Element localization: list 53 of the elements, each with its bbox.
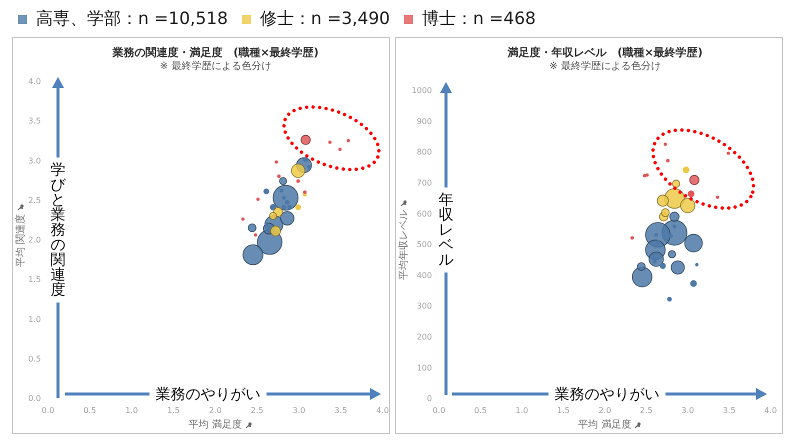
legend-label: 高専、学部：n =10,518: [36, 9, 228, 30]
legend-label: 修士：n =3,490: [260, 9, 390, 30]
x-tick-label: 2.0: [208, 406, 222, 415]
y-tick-label: 1000: [412, 86, 432, 96]
text: 学びと業務の関連度: [50, 160, 66, 298]
x-tick-label: 0.5: [83, 406, 96, 415]
x-tick-label: 2.5: [640, 406, 653, 415]
x-tick-label: 0.0: [42, 406, 54, 415]
legend-label: 博士：n =468: [422, 9, 536, 30]
y-tick-label: 0: [426, 394, 432, 404]
annotation: 年収レベル: [438, 190, 454, 268]
x-tick-label: 3.5: [722, 406, 736, 415]
y-tick-label: 100: [416, 363, 432, 372]
x-tick-label: 1.5: [556, 406, 570, 415]
y-tick-label: 500: [416, 240, 432, 250]
y-tick-label: 600: [416, 209, 432, 218]
y-tick-label: 3.0: [28, 156, 41, 166]
y-tick-label: 0.5: [28, 354, 41, 364]
chart-subtitle: ※ 最終学歴による色分け: [160, 61, 272, 72]
annotation: 業務のやりがい: [554, 385, 660, 403]
y-tick-label: 200: [416, 332, 432, 342]
y-tick-label: 400: [416, 270, 432, 280]
x-tick-label: 0.5: [474, 406, 487, 415]
chart-title: 業務の関連度・満足度 (職種×最終学歴): [112, 46, 319, 59]
y-tick-label: 2.0: [28, 236, 41, 245]
chart-subtitle: ※ 最終学歴による色分け: [549, 61, 661, 72]
x-tick-label: 4.0: [376, 406, 390, 415]
x-axis-title: 平均 満足度: [188, 418, 242, 431]
annotation: 業務のやりがい: [156, 385, 260, 403]
x-tick-label: 0.0: [432, 406, 446, 415]
x-tick-label: 1.0: [516, 406, 528, 415]
y-tick-label: 4.0: [28, 77, 41, 86]
x-tick-label: 3.0: [292, 406, 306, 415]
x-tick-label: 3.5: [334, 406, 348, 415]
x-tick-label: 3.0: [681, 406, 694, 415]
y-tick-label: 3.5: [28, 116, 41, 126]
y-tick-label: 700: [416, 178, 432, 188]
x-tick-label: 2.0: [598, 406, 612, 415]
y-axis-title: 平均年収レベル: [398, 210, 410, 280]
chart-title: 満足度・年収レベル (職種×最終学歴): [507, 46, 703, 59]
x-tick-label: 1.5: [167, 406, 180, 415]
y-tick-label: 300: [416, 302, 432, 311]
y-axis-title: 平均 関連度: [14, 214, 27, 268]
y-tick-label: 0.0: [28, 394, 41, 404]
y-tick-label: 800: [416, 148, 432, 157]
y-tick-label: 2.5: [28, 196, 41, 205]
x-tick-label: 2.5: [250, 406, 264, 415]
x-tick-label: 1.0: [125, 406, 138, 415]
y-tick-label: 900: [416, 116, 432, 126]
y-tick-label: 1.0: [28, 314, 41, 324]
x-axis-title: 平均 満足度: [578, 418, 632, 431]
x-tick-label: 4.0: [764, 406, 778, 415]
y-tick-label: 1.5: [28, 275, 41, 284]
